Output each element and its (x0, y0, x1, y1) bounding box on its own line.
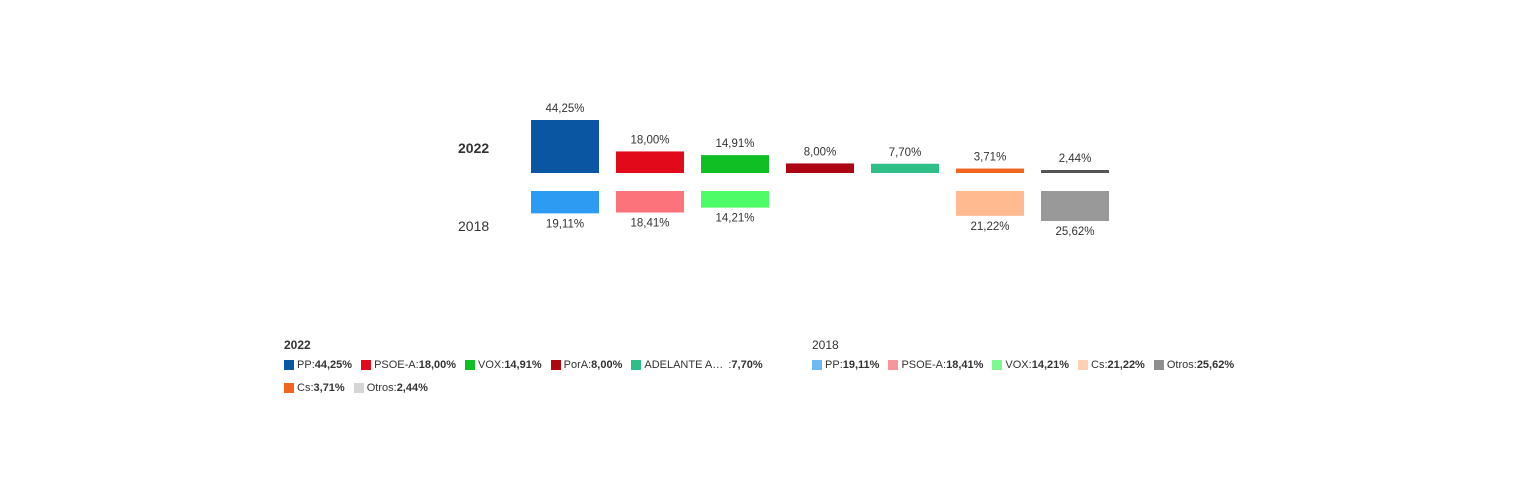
legend-swatch (992, 360, 1003, 370)
legend-item-name: ADELANTE AN… (644, 359, 729, 371)
data-label-2022: 2,44% (1059, 153, 1092, 165)
legend-item-value: 8,00% (591, 359, 623, 371)
legend-item[interactable]: PP:19,11% (812, 358, 879, 372)
legend-2022: 2022 PP:44,25% PSOE-A:18,00% VOX:14,91% … (284, 338, 794, 395)
legend-item-name: VOX (478, 359, 502, 371)
legend-swatch (353, 383, 364, 393)
data-label-2018: 25,62% (1055, 226, 1094, 238)
data-label-2018: 19,11% (546, 218, 584, 230)
data-label-2022: 18,00% (630, 134, 669, 146)
legend-2018: 2018 PP:19,11% PSOE-A:18,41% VOX:14,21% … (812, 338, 1272, 372)
data-label-2022: 7,70% (889, 147, 922, 159)
election-results-chart: 44,25% 19,11% 18,00% 18,41% 14,91% 14,21% 8,00… (531, 103, 1109, 238)
data-label-2022: 14,91% (715, 138, 754, 150)
legend-item[interactable]: PorA:8,00% (550, 358, 623, 372)
legend-item[interactable]: Otros:25,62% (1153, 358, 1235, 372)
bar-2022 (956, 168, 1024, 173)
bar-2022 (1041, 170, 1109, 173)
year-label-2022: 2022 (458, 140, 490, 156)
legend-item-value: 14,91% (504, 359, 542, 371)
legend-item-name: Cs (297, 382, 311, 394)
legend-item-value: 7,70% (731, 359, 763, 371)
legend-items-2022: PP:44,25% PSOE-A:18,00% VOX:14,91% PorA:… (284, 358, 794, 395)
legend-item[interactable]: ADELANTE AN…:7,70% (631, 358, 763, 372)
legend-item[interactable]: PSOE-A:18,00% (361, 358, 456, 372)
legend-item-name: Otros (1166, 359, 1194, 371)
legend-item-name: PP (297, 359, 312, 371)
legend-item[interactable]: VOX:14,21% (992, 358, 1069, 372)
legend-item-name: Otros (366, 382, 394, 394)
data-label-2022: 3,71% (974, 152, 1007, 164)
bar-2022 (871, 163, 939, 173)
legend-item-name: PP (825, 359, 840, 371)
data-label-2018: 14,21% (715, 213, 754, 225)
legend-swatch (1153, 360, 1164, 370)
legend-item-name: PorA (563, 359, 589, 371)
legend-item-value: 3,71% (313, 382, 345, 394)
data-label-2022: 44,25% (545, 103, 584, 115)
legend-item-value: 18,00% (418, 359, 457, 371)
legend-item[interactable]: Cs:3,71% (284, 381, 345, 395)
legend-item[interactable]: PSOE-A:18,41% (888, 358, 983, 372)
legend-swatch (465, 360, 476, 370)
legend-item-name: PSOE-A (901, 359, 944, 371)
legend-item-name: PSOE-A (374, 359, 416, 371)
legend-swatch (361, 360, 372, 370)
legend-item-value: 18,41% (946, 359, 984, 371)
legend-swatch (1078, 360, 1089, 370)
bar-2022 (616, 151, 684, 173)
legend-items-2018: PP:19,11% PSOE-A:18,41% VOX:14,21% Cs:21… (812, 358, 1272, 372)
legend-item-value: 25,62% (1196, 359, 1235, 371)
bar-2018 (531, 191, 599, 214)
legend-item-name: Cs (1091, 359, 1105, 371)
legend-item-value: 44,25% (314, 359, 353, 371)
legend-item[interactable]: PP:44,25% (284, 358, 352, 372)
bar-2018 (616, 191, 684, 213)
legend-swatch (888, 360, 899, 370)
legend-swatch (631, 360, 642, 370)
legend-item[interactable]: Otros:2,44% (353, 381, 428, 395)
legend-swatch (284, 383, 294, 393)
bar-2018 (1041, 191, 1109, 221)
bar-2022 (531, 120, 599, 173)
legend-item[interactable]: VOX:14,91% (465, 358, 542, 372)
legend-item-name: VOX (1005, 359, 1029, 371)
legend-item-value: 19,11% (842, 359, 880, 371)
legend-swatch (550, 360, 561, 370)
legend-swatch (284, 360, 294, 370)
bar-2022 (701, 155, 769, 173)
bar-2022 (786, 163, 854, 173)
legend-item-value: 2,44% (396, 382, 428, 394)
legend-item[interactable]: Cs:21,22% (1078, 358, 1145, 372)
data-label-2018: 21,22% (970, 221, 1009, 233)
legend-item-value: 21,22% (1107, 359, 1145, 371)
data-label-2018: 18,41% (630, 218, 669, 230)
legend-title-2022: 2022 (284, 338, 311, 352)
bar-2018 (701, 191, 769, 208)
bar-2018 (956, 191, 1024, 216)
legend-title-2018: 2018 (812, 338, 839, 352)
year-label-2018: 2018 (458, 218, 490, 234)
data-label-2022: 8,00% (804, 146, 837, 158)
legend-swatch (812, 360, 822, 370)
legend-item-value: 14,21% (1031, 359, 1070, 371)
